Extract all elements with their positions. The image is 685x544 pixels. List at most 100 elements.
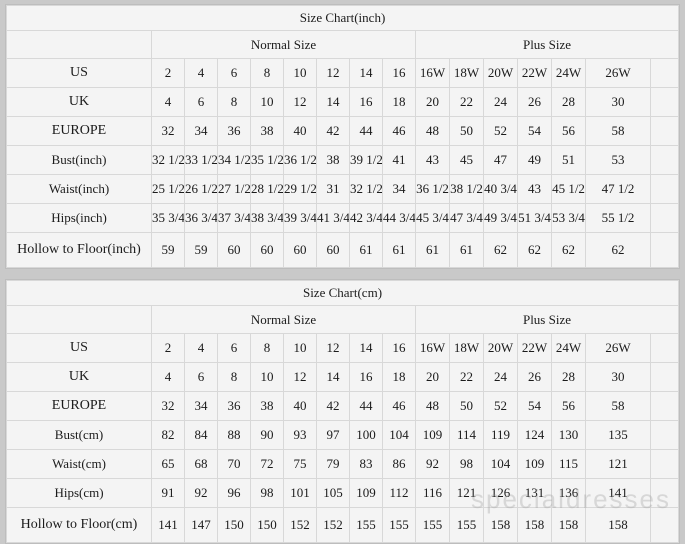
data-cell: 135 <box>585 420 651 450</box>
data-cell: 59 <box>151 232 185 268</box>
title-row: Size Chart(cm) <box>6 280 679 306</box>
data-cell: 90 <box>250 420 284 450</box>
row-label: UK <box>6 362 152 392</box>
data-cell: 10 <box>283 58 317 88</box>
row-label: Hips(cm) <box>6 478 152 508</box>
data-cell: 53 <box>585 145 651 175</box>
table-row: US 2 4 6 8 10 12 14 16 16W 18W 20W 22W 24W 26W <box>6 333 679 363</box>
data-cell: 22 <box>449 362 484 392</box>
chart-title: Size Chart(inch) <box>6 5 679 31</box>
size-chart-inch-body: Size Chart(inch) Normal Size Plus Size US 2 4… <box>6 5 679 268</box>
data-cell: 20W <box>483 58 518 88</box>
size-chart-cm-block: Size Chart(cm) Normal Size Plus Size US 2 4 6 8… <box>5 279 680 544</box>
row-tail-cell <box>650 391 679 421</box>
data-cell: 44 <box>349 391 383 421</box>
row-label: Bust(cm) <box>6 420 152 450</box>
data-cell: 28 1/2 <box>250 174 284 204</box>
data-cell: 131 <box>517 478 552 508</box>
data-cell: 22W <box>517 58 552 88</box>
row-tail-cell <box>650 232 679 268</box>
data-cell: 60 <box>250 232 284 268</box>
table-row: Hollow to Floor(cm) 141 147 150 150 152 152 155… <box>6 507 679 543</box>
data-cell: 34 <box>184 116 218 146</box>
data-cell: 109 <box>415 420 450 450</box>
data-cell: 114 <box>449 420 484 450</box>
data-cell: 49 <box>517 145 552 175</box>
data-cell: 2 <box>151 58 185 88</box>
data-cell: 45 3/4 <box>415 203 450 233</box>
data-cell: 54 <box>517 116 552 146</box>
data-cell: 141 <box>585 478 651 508</box>
data-cell: 35 3/4 <box>151 203 185 233</box>
data-cell: 40 <box>283 391 317 421</box>
data-cell: 38 <box>250 391 284 421</box>
data-cell: 34 1/2 <box>217 145 251 175</box>
data-cell: 50 <box>449 116 484 146</box>
row-tail-cell <box>650 333 679 363</box>
table-row: EUROPE 32 34 36 38 40 42 44 46 48 50 52 54 56 58 <box>6 391 679 421</box>
data-cell: 14 <box>349 333 383 363</box>
row-label: Hollow to Floor(cm) <box>6 507 152 543</box>
row-tail-cell <box>650 58 679 88</box>
data-cell: 20W <box>483 333 518 363</box>
data-cell: 46 <box>382 116 416 146</box>
data-cell: 119 <box>483 420 518 450</box>
data-cell: 33 1/2 <box>184 145 218 175</box>
table-row: Hips(inch) 35 3/4 36 3/4 37 3/4 38 3/4 39 3/4… <box>6 203 679 233</box>
data-cell: 155 <box>415 507 450 543</box>
data-cell: 116 <box>415 478 450 508</box>
data-cell: 141 <box>151 507 185 543</box>
data-cell: 158 <box>551 507 586 543</box>
data-cell: 6 <box>217 58 251 88</box>
row-label: Waist(inch) <box>6 174 152 204</box>
data-cell: 105 <box>316 478 350 508</box>
chart-title: Size Chart(cm) <box>6 280 679 306</box>
group-header-plus-size: Plus Size <box>415 30 679 59</box>
data-cell: 14 <box>316 362 350 392</box>
data-cell: 36 3/4 <box>184 203 218 233</box>
data-cell: 124 <box>517 420 552 450</box>
table-row: Waist(cm) 65 68 70 72 75 79 83 86 92 98 104 109 115 12… <box>6 449 679 479</box>
table-row: Hips(cm) 91 92 96 98 101 105 109 112 116 121 126 131… <box>6 478 679 508</box>
data-cell: 16W <box>415 58 450 88</box>
data-cell: 6 <box>184 87 218 117</box>
row-tail-cell <box>650 116 679 146</box>
data-cell: 24W <box>551 58 586 88</box>
data-cell: 84 <box>184 420 218 450</box>
data-cell: 12 <box>283 362 317 392</box>
table-row: Bust(cm) 82 84 88 90 93 97 100 104 109 114 119 124 13… <box>6 420 679 450</box>
group-header-row: Normal Size Plus Size <box>6 305 679 334</box>
data-cell: 26 <box>517 362 552 392</box>
data-cell: 38 <box>250 116 284 146</box>
title-row: Size Chart(inch) <box>6 5 679 31</box>
data-cell: 32 <box>151 391 185 421</box>
data-cell: 51 3/4 <box>517 203 552 233</box>
data-cell: 58 <box>585 116 651 146</box>
data-cell: 40 3/4 <box>483 174 518 204</box>
data-cell: 43 <box>517 174 552 204</box>
data-cell: 97 <box>316 420 350 450</box>
data-cell: 93 <box>283 420 317 450</box>
data-cell: 34 <box>382 174 416 204</box>
data-cell: 8 <box>217 362 251 392</box>
data-cell: 10 <box>250 362 284 392</box>
data-cell: 152 <box>316 507 350 543</box>
size-chart-inch-block: Size Chart(inch) Normal Size Plus Size US 2 4… <box>5 4 680 269</box>
row-tail-cell <box>650 420 679 450</box>
row-label: Waist(cm) <box>6 449 152 479</box>
row-tail-cell <box>650 145 679 175</box>
data-cell: 150 <box>217 507 251 543</box>
data-cell: 24W <box>551 333 586 363</box>
data-cell: 56 <box>551 391 586 421</box>
data-cell: 83 <box>349 449 383 479</box>
data-cell: 70 <box>217 449 251 479</box>
data-cell: 36 <box>217 116 251 146</box>
group-header-normal-size: Normal Size <box>151 30 416 59</box>
data-cell: 47 <box>483 145 518 175</box>
data-cell: 158 <box>517 507 552 543</box>
row-label: Bust(inch) <box>6 145 152 175</box>
data-cell: 98 <box>250 478 284 508</box>
data-cell: 75 <box>283 449 317 479</box>
data-cell: 34 <box>184 391 218 421</box>
data-cell: 12 <box>316 333 350 363</box>
